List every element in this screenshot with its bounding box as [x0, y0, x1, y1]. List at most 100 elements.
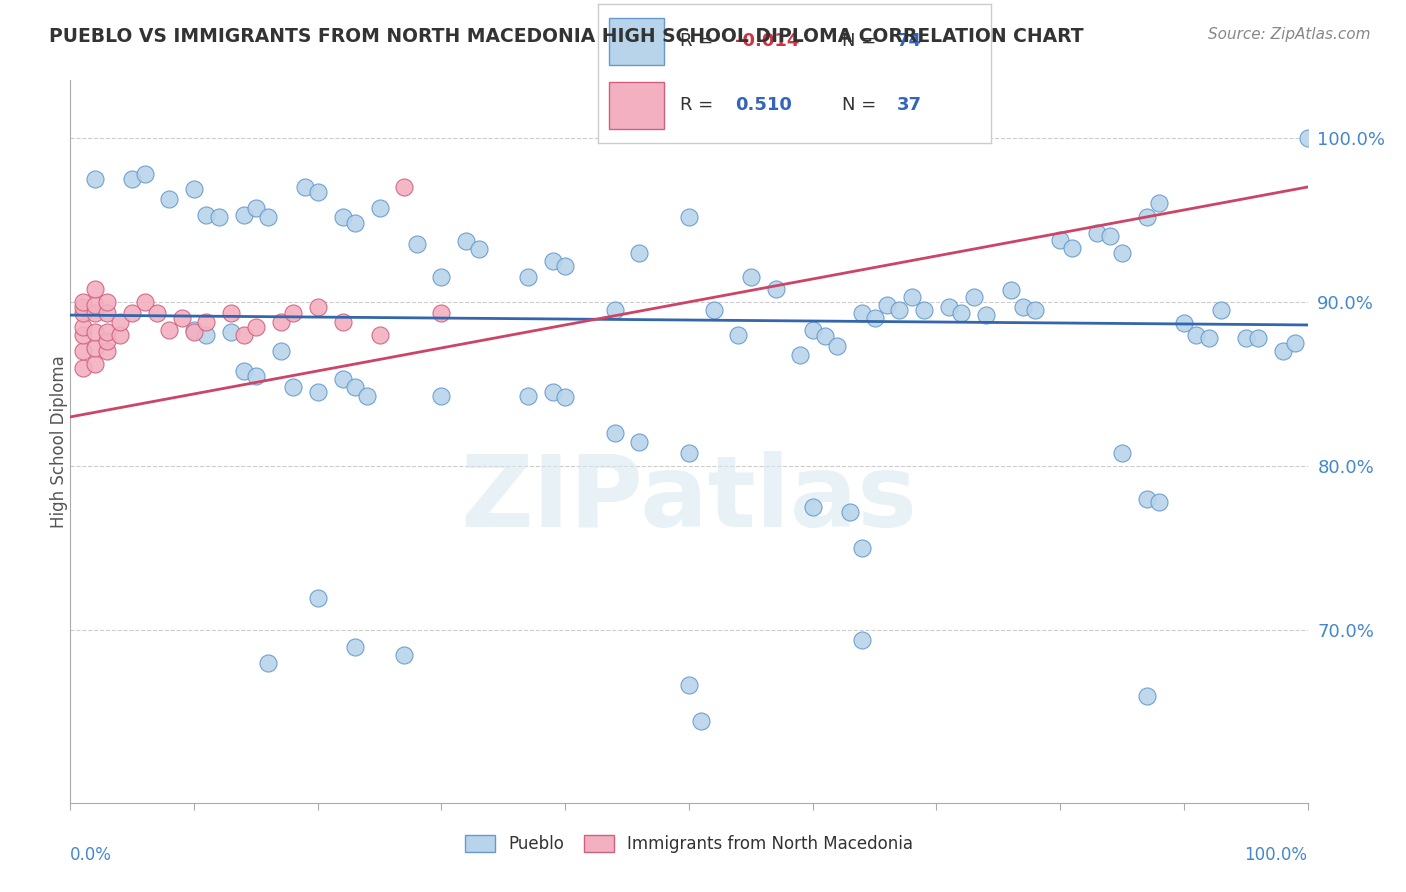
Point: [938, 300, 960, 314]
Point: [183, 323, 205, 337]
Point: [72, 300, 94, 314]
Point: [195, 327, 218, 342]
Point: [343, 380, 366, 394]
Point: [84, 357, 107, 371]
Point: [1111, 446, 1133, 460]
Point: [84, 282, 107, 296]
Point: [281, 306, 304, 320]
Point: [814, 329, 837, 343]
Point: [307, 185, 329, 199]
Point: [183, 181, 205, 195]
Point: [170, 311, 193, 326]
Point: [257, 657, 280, 671]
Point: [84, 298, 107, 312]
Point: [851, 541, 873, 556]
Point: [1185, 327, 1208, 342]
Point: [134, 295, 156, 310]
Point: [1098, 229, 1121, 244]
Legend: Pueblo, Immigrants from North Macedonia: Pueblo, Immigrants from North Macedonia: [458, 828, 920, 860]
Point: [1049, 233, 1071, 247]
Text: Source: ZipAtlas.com: Source: ZipAtlas.com: [1208, 27, 1371, 42]
Point: [232, 208, 254, 222]
Point: [740, 270, 762, 285]
Point: [801, 500, 824, 515]
Point: [121, 171, 143, 186]
Point: [307, 385, 329, 400]
Point: [294, 180, 316, 194]
Point: [72, 319, 94, 334]
Point: [157, 192, 180, 206]
Point: [183, 325, 205, 339]
Point: [765, 282, 787, 296]
Point: [1147, 495, 1170, 509]
Point: [1296, 130, 1319, 145]
Point: [1247, 331, 1270, 345]
Point: [1136, 210, 1159, 224]
Point: [827, 339, 849, 353]
Point: [863, 311, 886, 326]
Y-axis label: High School Diploma: High School Diploma: [51, 355, 67, 528]
Text: 0.0%: 0.0%: [70, 847, 112, 864]
Text: PUEBLO VS IMMIGRANTS FROM NORTH MACEDONIA HIGH SCHOOL DIPLOMA CORRELATION CHART: PUEBLO VS IMMIGRANTS FROM NORTH MACEDONI…: [49, 27, 1084, 45]
Point: [554, 259, 576, 273]
Point: [270, 315, 292, 329]
Point: [900, 290, 922, 304]
Point: [456, 234, 478, 248]
Point: [801, 323, 824, 337]
Point: [517, 270, 540, 285]
Point: [678, 210, 700, 224]
Point: [789, 347, 811, 361]
Point: [72, 295, 94, 310]
Point: [96, 344, 118, 359]
Point: [962, 290, 984, 304]
Text: R =: R =: [681, 32, 720, 50]
Point: [219, 325, 242, 339]
Point: [332, 315, 354, 329]
Text: 0.510: 0.510: [735, 95, 792, 113]
Point: [72, 360, 94, 375]
Text: 37: 37: [897, 95, 922, 113]
Point: [1136, 491, 1159, 506]
Point: [108, 315, 131, 329]
Point: [394, 180, 416, 194]
Point: [270, 344, 292, 359]
Point: [1000, 284, 1022, 298]
Point: [1085, 226, 1108, 240]
Point: [1147, 196, 1170, 211]
Point: [554, 390, 576, 404]
Text: 100.0%: 100.0%: [1244, 847, 1308, 864]
Point: [1271, 344, 1294, 359]
Point: [1111, 245, 1133, 260]
Point: [678, 446, 700, 460]
Bar: [609, 18, 665, 65]
Point: [332, 372, 354, 386]
Text: R =: R =: [681, 95, 720, 113]
Point: [430, 388, 453, 402]
Point: [96, 306, 118, 320]
Point: [84, 171, 107, 186]
Point: [257, 210, 280, 224]
Point: [208, 210, 231, 224]
Point: [343, 216, 366, 230]
Point: [603, 426, 626, 441]
Point: [876, 298, 898, 312]
Point: [307, 591, 329, 605]
Text: N =: N =: [842, 32, 882, 50]
Point: [368, 202, 391, 216]
Bar: [609, 82, 665, 129]
Point: [195, 315, 218, 329]
Point: [332, 210, 354, 224]
Point: [628, 434, 651, 449]
Point: [84, 306, 107, 320]
Point: [628, 245, 651, 260]
Point: [245, 368, 267, 383]
Text: 74: 74: [897, 32, 922, 50]
Point: [343, 640, 366, 654]
Point: [517, 388, 540, 402]
Point: [146, 306, 169, 320]
Point: [541, 385, 564, 400]
Point: [974, 308, 997, 322]
Point: [405, 237, 427, 252]
Point: [1062, 241, 1084, 255]
Point: [851, 633, 873, 648]
